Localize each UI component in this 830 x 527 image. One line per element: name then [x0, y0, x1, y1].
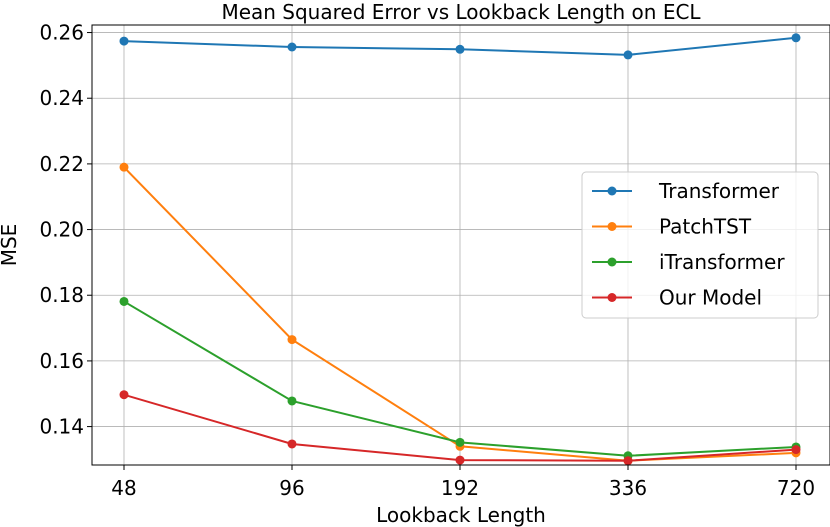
legend-label: iTransformer [659, 250, 785, 274]
data-point-our-model [455, 455, 465, 465]
legend-label: PatchTST [659, 215, 752, 239]
data-point-our-model [623, 456, 633, 466]
ticks-layer: 48 96 192 336 720 0.14 0.16 0.18 0.20 0.22 0.24 0.2… [39, 21, 815, 500]
x-tick-label: 48 [111, 476, 136, 500]
x-tick-label: 192 [441, 476, 479, 500]
legend-item-patchtst: PatchTST [592, 215, 752, 239]
legend-item-our-model: Our Model [592, 286, 762, 310]
legend-label: Our Model [659, 286, 762, 310]
data-point-itransformer [119, 296, 129, 306]
data-point-our-model [119, 390, 129, 400]
data-point-transformer [287, 42, 297, 52]
data-point-our-model [287, 439, 297, 449]
x-axis-label: Lookback Length [376, 503, 546, 527]
y-tick-label: 0.16 [39, 349, 84, 373]
y-tick-label: 0.26 [39, 21, 84, 45]
data-point-our-model [791, 445, 801, 455]
y-tick-label: 0.14 [39, 415, 84, 439]
legend-marker [607, 222, 617, 231]
data-point-patchtst [287, 335, 297, 345]
chart-title: Mean Squared Error vs Lookback Length on… [221, 0, 701, 24]
y-tick-label: 0.22 [39, 152, 84, 176]
y-axis-label: MSE [0, 224, 21, 267]
plot-frame [91, 24, 830, 466]
legend-marker [607, 293, 617, 302]
legend-item-itransformer: iTransformer [592, 250, 785, 274]
y-tick-label: 0.24 [39, 86, 84, 110]
series-our-model [119, 390, 801, 466]
legend-label: Transformer [658, 179, 780, 203]
data-point-itransformer [455, 437, 465, 447]
legend-box [581, 171, 819, 319]
y-tick-label: 0.20 [39, 218, 84, 242]
data-point-itransformer [287, 396, 297, 406]
legend-items: Transformer PatchTST iTransformer Our Model [592, 179, 785, 310]
x-tick-label: 336 [609, 476, 647, 500]
legend-item-transformer: Transformer [592, 179, 780, 203]
legend: Transformer PatchTST iTransformer Our Model [581, 171, 819, 319]
x-tick-label: 720 [777, 476, 815, 500]
data-point-transformer [791, 33, 801, 43]
data-point-transformer [623, 50, 633, 60]
data-point-transformer [455, 44, 465, 54]
x-tick-label: 96 [279, 476, 304, 500]
series-transformer [119, 33, 801, 60]
data-point-patchtst [119, 162, 129, 172]
y-tick-label: 0.18 [39, 283, 84, 307]
legend-marker [607, 257, 617, 267]
data-point-transformer [119, 36, 129, 46]
series-layer [119, 33, 801, 466]
legend-marker [607, 186, 617, 196]
